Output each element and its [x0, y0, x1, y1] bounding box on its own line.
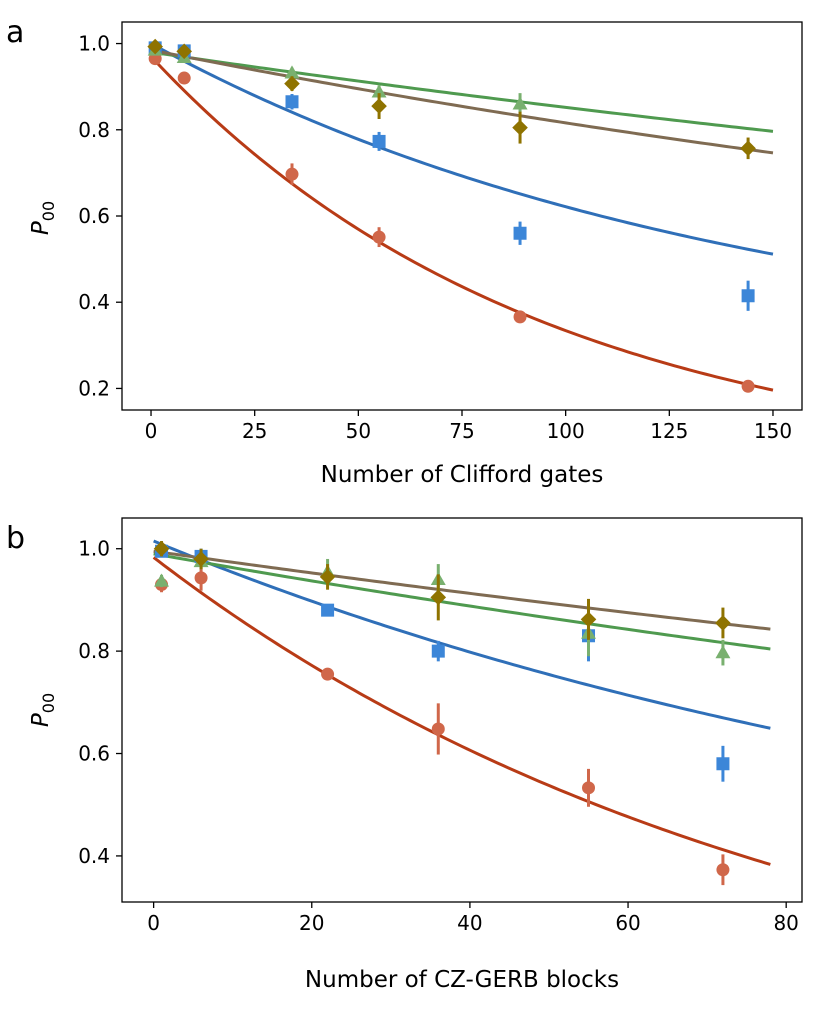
x-tick-label: 20 — [299, 911, 324, 935]
series-blue-point — [716, 757, 730, 771]
series-gold-point — [147, 38, 163, 55]
series-gold-fit-line — [150, 48, 774, 155]
series-gold-point — [430, 589, 447, 606]
series-blue-point — [372, 134, 386, 148]
series-orange-point — [372, 230, 386, 244]
panel-a-ylabel: P00 — [28, 201, 58, 235]
series-blue-fit-line — [150, 42, 774, 256]
series-green-point — [154, 573, 170, 587]
x-tick-label: 60 — [615, 911, 640, 935]
series-gold-point — [319, 569, 336, 585]
y-tick-label: 1.0 — [78, 32, 110, 56]
panel-b-ylabel-sub: 00 — [39, 693, 58, 713]
series-orange-point — [513, 310, 527, 324]
panel-b-label: b — [6, 521, 25, 556]
series-orange-point — [285, 167, 299, 181]
panel-a-xlabel: Number of Clifford gates — [321, 462, 604, 488]
panel-b-ylabel-main: P — [28, 713, 54, 727]
series-orange-point — [194, 571, 208, 585]
series-gold-point — [371, 98, 387, 114]
panel-b-ylabel: P00 — [28, 693, 58, 727]
x-tick-label: 40 — [457, 911, 482, 935]
panel-a-ylabel-main: P — [28, 221, 54, 235]
series-green-point — [512, 96, 528, 110]
series-gold-point — [193, 551, 209, 567]
series-blue-point — [285, 95, 299, 109]
series-blue-fit-line — [153, 539, 771, 730]
series-orange-point — [321, 667, 335, 681]
x-tick-label: 0 — [147, 911, 160, 935]
x-tick-label: 50 — [346, 419, 371, 443]
series-orange-point — [431, 722, 445, 736]
series-orange-fit-line — [149, 55, 774, 392]
panel-b-xlabel: Number of CZ-GERB blocks — [305, 967, 619, 993]
series-blue-point — [741, 289, 755, 303]
y-tick-label: 0.2 — [78, 376, 110, 400]
series-green-point — [715, 645, 731, 659]
series-gold-point — [153, 540, 170, 557]
y-tick-label: 0.6 — [78, 204, 110, 228]
series-gold-fit-line — [153, 549, 771, 631]
series-gold-point — [284, 75, 300, 92]
series-gold-point — [176, 43, 192, 60]
x-tick-label: 80 — [773, 911, 798, 935]
series-gold-point — [580, 611, 597, 628]
series-orange-point — [741, 379, 755, 393]
series-green-point — [371, 84, 387, 98]
series-blue-point — [513, 226, 527, 240]
x-tick-label: 100 — [547, 419, 585, 443]
y-tick-label: 1.0 — [78, 537, 110, 561]
series-blue-point — [321, 603, 335, 617]
series-green-point — [284, 65, 300, 79]
x-tick-label: 125 — [650, 419, 688, 443]
series-green-fit-line — [150, 50, 774, 133]
series-orange-point — [582, 781, 596, 795]
y-tick-label: 0.4 — [78, 290, 110, 314]
x-tick-label: 25 — [242, 419, 267, 443]
x-tick-label: 0 — [145, 419, 158, 443]
x-tick-label: 150 — [754, 419, 792, 443]
series-green-fit-line — [153, 552, 771, 651]
y-tick-label: 0.6 — [78, 742, 110, 766]
y-tick-label: 0.8 — [78, 118, 110, 142]
series-blue-point — [431, 644, 445, 658]
panel-a-label: a — [6, 15, 24, 50]
series-gold-point — [715, 615, 731, 631]
series-gold-point — [512, 119, 528, 136]
plot-frame — [121, 517, 803, 903]
series-gold-point — [740, 140, 756, 157]
y-tick-label: 0.8 — [78, 639, 110, 663]
series-orange-point — [177, 71, 191, 85]
panel-b: 0 20 40 60 80 0.4 0.6 0.8 1.0 — [78, 517, 803, 935]
y-tick-label: 0.4 — [78, 844, 110, 868]
x-tick-label: 75 — [449, 419, 474, 443]
series-orange-point — [716, 863, 730, 877]
panel-a: 0 25 50 75 100 125 150 0.2 0.4 0.6 0.8 1.0 — [78, 21, 803, 443]
series-orange-fit-line — [152, 556, 771, 866]
panel-a-ylabel-sub: 00 — [39, 201, 58, 221]
